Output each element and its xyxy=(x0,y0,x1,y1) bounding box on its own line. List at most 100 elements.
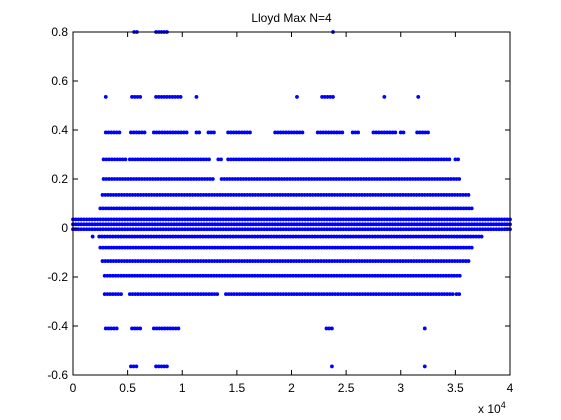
data-point xyxy=(299,157,304,162)
data-point xyxy=(325,292,329,297)
data-point xyxy=(435,234,440,239)
data-point xyxy=(384,193,389,197)
data-point xyxy=(217,234,222,239)
data-point xyxy=(188,227,193,232)
data-point xyxy=(207,193,211,197)
data-point xyxy=(204,292,209,297)
data-point xyxy=(341,206,346,211)
data-point xyxy=(214,234,219,239)
data-point xyxy=(295,217,299,222)
data-point xyxy=(396,292,400,297)
data-point xyxy=(267,292,272,297)
data-point xyxy=(177,259,181,263)
data-point xyxy=(263,234,268,239)
data-point xyxy=(396,222,400,227)
data-point xyxy=(133,217,138,222)
data-point xyxy=(172,177,177,181)
data-point xyxy=(305,245,310,250)
data-point xyxy=(382,95,387,99)
data-point xyxy=(414,193,419,197)
data-point xyxy=(375,177,380,181)
data-point xyxy=(90,227,95,232)
data-point xyxy=(141,259,146,263)
data-point xyxy=(169,222,174,227)
data-point xyxy=(109,245,114,250)
data-point xyxy=(152,259,157,263)
data-point xyxy=(379,259,383,263)
data-point xyxy=(407,245,411,250)
data-point xyxy=(242,259,247,263)
data-point xyxy=(398,245,403,250)
data-point xyxy=(428,193,433,197)
data-point xyxy=(403,157,408,162)
data-point xyxy=(202,227,207,232)
data-point xyxy=(262,292,267,297)
data-point xyxy=(311,292,316,297)
data-point xyxy=(404,292,409,297)
data-points xyxy=(71,30,512,369)
data-point xyxy=(172,206,176,211)
data-point xyxy=(421,177,426,181)
data-point xyxy=(429,177,434,181)
data-point xyxy=(415,227,420,232)
data-point xyxy=(395,273,399,278)
data-point xyxy=(343,259,348,263)
data-point xyxy=(297,222,302,227)
data-point xyxy=(325,222,329,227)
data-point xyxy=(144,206,149,211)
data-point xyxy=(194,130,199,135)
data-point xyxy=(311,217,316,222)
data-point xyxy=(278,217,283,222)
data-point xyxy=(248,217,253,222)
data-point xyxy=(240,292,245,297)
data-point xyxy=(131,227,135,232)
data-point xyxy=(215,193,220,197)
data-point xyxy=(341,227,346,232)
data-point xyxy=(395,193,400,197)
data-point xyxy=(267,193,271,197)
data-point xyxy=(390,259,394,263)
data-point xyxy=(280,157,285,162)
data-point xyxy=(103,227,108,232)
data-point xyxy=(105,234,110,239)
data-point xyxy=(269,273,274,278)
data-point xyxy=(166,157,170,162)
data-point xyxy=(435,273,440,278)
data-point xyxy=(373,157,378,162)
data-point xyxy=(357,193,362,197)
data-point xyxy=(412,227,417,232)
data-point xyxy=(295,292,299,297)
data-point xyxy=(134,364,139,369)
data-point xyxy=(112,245,116,250)
data-point xyxy=(183,177,188,181)
data-point xyxy=(363,227,368,232)
data-point xyxy=(275,259,280,263)
data-point xyxy=(232,206,237,211)
data-point xyxy=(378,273,383,278)
data-point xyxy=(168,130,173,135)
data-point xyxy=(113,292,118,297)
data-point xyxy=(302,273,306,278)
data-point xyxy=(325,217,329,222)
data-point xyxy=(352,245,357,250)
data-point xyxy=(237,206,242,211)
data-point xyxy=(382,217,387,222)
data-point xyxy=(166,217,171,222)
data-point xyxy=(261,273,265,278)
data-point xyxy=(448,245,452,250)
data-point xyxy=(357,292,362,297)
data-point xyxy=(218,227,223,232)
data-point xyxy=(480,222,485,227)
data-point xyxy=(417,222,422,227)
data-point xyxy=(411,157,416,162)
data-point xyxy=(125,222,130,227)
data-point xyxy=(374,245,379,250)
data-point xyxy=(444,193,449,197)
data-point xyxy=(289,193,293,197)
data-point xyxy=(269,259,274,263)
data-point xyxy=(173,95,178,99)
data-point xyxy=(265,206,269,211)
data-point xyxy=(324,259,329,263)
data-point xyxy=(316,222,321,227)
data-point xyxy=(423,130,428,135)
